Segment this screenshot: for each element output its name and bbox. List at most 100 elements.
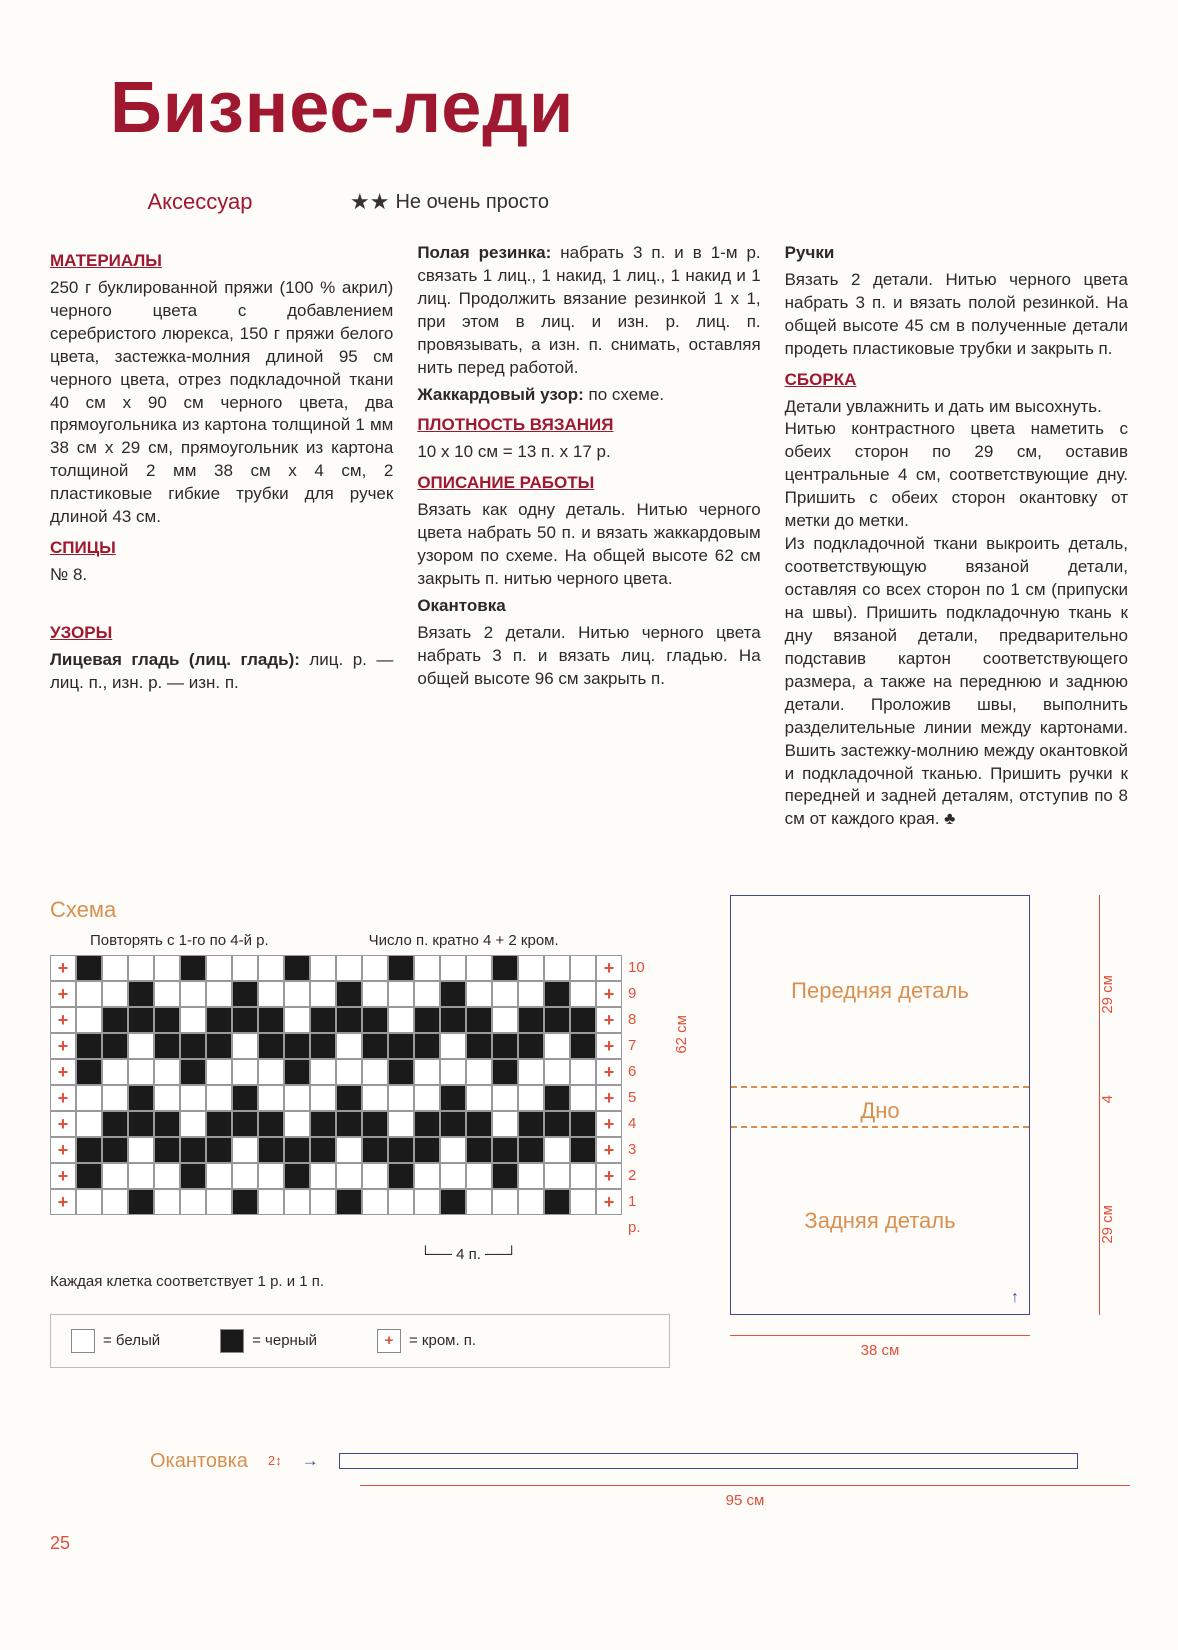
edging-height: 2↕ xyxy=(268,1452,282,1470)
chart-cell xyxy=(180,1085,206,1111)
edge-cell: + xyxy=(50,1111,76,1137)
chart-cell xyxy=(128,955,154,981)
chart-cell xyxy=(232,1137,258,1163)
chart-cell xyxy=(128,1111,154,1137)
chart-row xyxy=(76,981,596,1007)
chart-cell xyxy=(232,981,258,1007)
page-title: Бизнес-леди xyxy=(110,60,1128,157)
chart-cell xyxy=(154,1189,180,1215)
chart-cell xyxy=(336,981,362,1007)
chart-cell xyxy=(336,1059,362,1085)
chart-cell xyxy=(128,1163,154,1189)
layout-box: Передняя деталь Дно Задняя деталь ↑ xyxy=(730,895,1030,1315)
chart-cell xyxy=(570,1137,596,1163)
chart-cell xyxy=(518,1111,544,1137)
edge-cell: + xyxy=(596,1033,622,1059)
chart-cell xyxy=(440,1033,466,1059)
chart-cell xyxy=(232,1033,258,1059)
edge-cell: + xyxy=(596,981,622,1007)
chart-cell xyxy=(492,1007,518,1033)
edge-cell: + xyxy=(596,1163,622,1189)
chart-cell xyxy=(388,1059,414,1085)
chart-cell xyxy=(466,1007,492,1033)
chart-cell xyxy=(466,1033,492,1059)
chart-cell xyxy=(518,1137,544,1163)
chart-cell xyxy=(180,981,206,1007)
chart-cell xyxy=(180,1163,206,1189)
chart-cell xyxy=(388,981,414,1007)
chart-cell xyxy=(388,1007,414,1033)
arrow-icon: ↑ xyxy=(1011,1287,1019,1309)
chart-cell xyxy=(102,1007,128,1033)
edge-cell: + xyxy=(50,981,76,1007)
chart-cell xyxy=(570,1007,596,1033)
chart-cell xyxy=(492,1111,518,1137)
chart-cell xyxy=(102,955,128,981)
chart-cell xyxy=(154,1163,180,1189)
chart-cell xyxy=(414,1059,440,1085)
chart-top-labels: Повторять с 1-го по 4-й р. Число п. крат… xyxy=(90,931,670,951)
chart-cell xyxy=(518,1085,544,1111)
chart-cell xyxy=(570,1033,596,1059)
chart-cell xyxy=(570,1163,596,1189)
edge-cell: + xyxy=(50,1085,76,1111)
chart-cell xyxy=(414,981,440,1007)
chart-cell xyxy=(492,981,518,1007)
heading-materials: МАТЕРИАЛЫ xyxy=(50,250,393,273)
chart-cell xyxy=(258,1059,284,1085)
chart-title: Схема xyxy=(50,895,670,925)
assembly-text: Детали увлажнить и дать им высохнуть. Ни… xyxy=(785,396,1128,832)
chart-cell xyxy=(76,1085,102,1111)
legend-black: = черный xyxy=(220,1329,317,1353)
chart-cell xyxy=(258,1033,284,1059)
label-front: Передняя деталь xyxy=(731,976,1029,1006)
chart-cell xyxy=(544,1137,570,1163)
chart-cell xyxy=(284,1189,310,1215)
chart-cell xyxy=(102,1163,128,1189)
chart-cell xyxy=(154,1059,180,1085)
chart-cell xyxy=(466,1085,492,1111)
row-number: 5 xyxy=(628,1085,648,1111)
edge-cell: + xyxy=(596,1137,622,1163)
chart-cell xyxy=(492,1137,518,1163)
chart-row xyxy=(76,1085,596,1111)
chart-row xyxy=(76,1111,596,1137)
chart-cell xyxy=(518,1007,544,1033)
edge-cell: + xyxy=(596,955,622,981)
chart-cell xyxy=(492,1163,518,1189)
chart-cell xyxy=(492,955,518,981)
chart-cell xyxy=(336,1033,362,1059)
edge-cell: + xyxy=(50,1137,76,1163)
handles-text: Вязать 2 детали. Нитью черного цвета наб… xyxy=(785,269,1128,361)
legend-white: = белый xyxy=(71,1329,160,1353)
diagram-area: Схема Повторять с 1-го по 4-й р. Число п… xyxy=(50,895,1128,1367)
chart-row xyxy=(76,1059,596,1085)
heading-density: ПЛОТНОСТЬ ВЯЗАНИЯ xyxy=(417,414,760,437)
density-text: 10 х 10 см = 13 п. х 17 р. xyxy=(417,441,760,464)
edge-cell: + xyxy=(50,1007,76,1033)
chart-cell xyxy=(492,1033,518,1059)
chart-cell xyxy=(440,1163,466,1189)
chart-cell xyxy=(414,1007,440,1033)
chart-cell xyxy=(440,1189,466,1215)
heading-assembly: СБОРКА xyxy=(785,369,1128,392)
okantovka-head: Окантовка xyxy=(417,595,760,618)
chart-cell xyxy=(518,1163,544,1189)
chart-cell xyxy=(310,1163,336,1189)
chart-cell xyxy=(544,1007,570,1033)
row-number: 3 xyxy=(628,1137,648,1163)
chart-cell xyxy=(232,1163,258,1189)
needles-text: № 8. xyxy=(50,564,393,587)
chart-cell xyxy=(414,1163,440,1189)
chart-cell xyxy=(544,981,570,1007)
chart-cell xyxy=(154,955,180,981)
chart-cell xyxy=(336,1085,362,1111)
edge-cell: + xyxy=(596,1059,622,1085)
dim-bar-4 xyxy=(1099,1085,1100,1125)
description-text: Вязать как одну деталь. Нитью черного цв… xyxy=(417,499,760,591)
category-label: Аксессуар xyxy=(50,187,350,217)
chart-cell xyxy=(284,1085,310,1111)
chart-cell xyxy=(362,1033,388,1059)
chart-cell xyxy=(310,1137,336,1163)
chart-cell xyxy=(362,955,388,981)
